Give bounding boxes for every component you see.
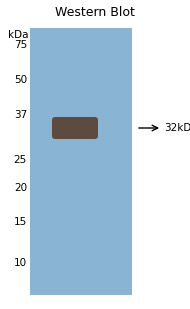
FancyBboxPatch shape [52,117,98,139]
Text: 75: 75 [14,40,27,50]
Text: 32kDa: 32kDa [164,123,190,133]
Text: 10: 10 [14,258,27,268]
Text: 15: 15 [14,217,27,227]
Text: 50: 50 [14,75,27,85]
Text: 20: 20 [14,183,27,193]
Text: kDa: kDa [8,30,28,40]
Text: 25: 25 [14,155,27,165]
Text: Western Blot: Western Blot [55,6,135,19]
Bar [30,28,132,295]
Text: 37: 37 [14,110,27,120]
